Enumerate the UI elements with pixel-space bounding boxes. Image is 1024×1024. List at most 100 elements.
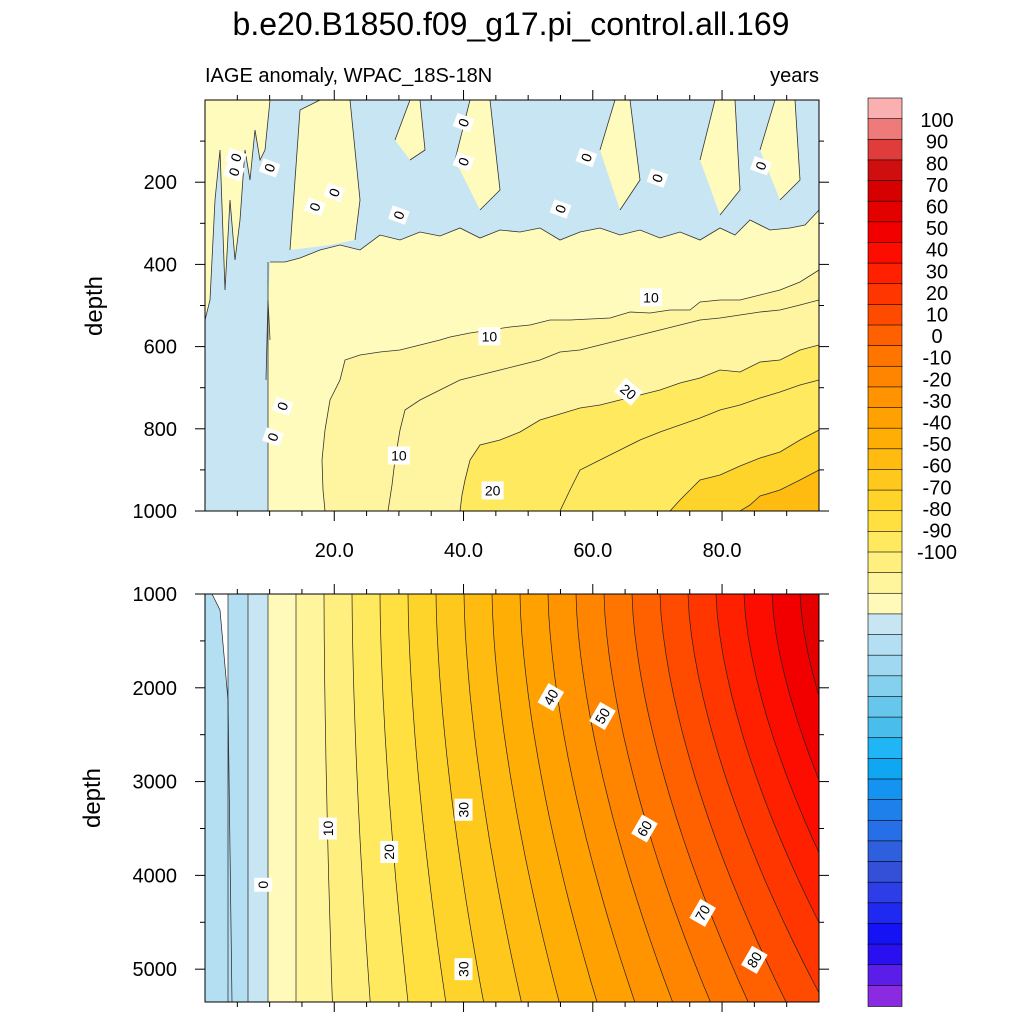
colorbar-label: 30 xyxy=(926,261,948,283)
upper-positive-patch-4 xyxy=(700,100,740,215)
contour-label-box xyxy=(323,182,346,203)
colorbar-swatch xyxy=(867,118,903,141)
contour-label: 80 xyxy=(741,945,768,974)
colorbar-label: -90 xyxy=(923,521,952,543)
colorbar-swatch xyxy=(867,262,903,285)
contour-label-box xyxy=(589,701,616,730)
contour-label: 0 xyxy=(304,197,326,217)
upper-positive-patch-1 xyxy=(290,100,360,250)
colorbar-label: -10 xyxy=(923,348,952,370)
lower-contour-labels: 40 50 30 10 20 60 0 70 80 30 xyxy=(254,683,768,981)
colorbar-label: 80 xyxy=(926,153,948,175)
lower-contour-line xyxy=(519,594,598,1002)
contour-label-box xyxy=(262,427,284,447)
contour-label: 10 xyxy=(478,327,501,346)
contour-label-text: 10 xyxy=(320,820,336,836)
subtitle-left: IAGE anomaly, WPAC_18S-18N xyxy=(205,65,492,87)
colorbar-swatch xyxy=(867,97,903,120)
colorbar-swatch xyxy=(867,345,903,368)
lower-frame xyxy=(204,593,820,1003)
contour-label-box xyxy=(549,199,572,219)
lower-contour-bands xyxy=(205,594,819,1002)
contour-label: 0 xyxy=(452,151,475,172)
colorbar-swatch xyxy=(867,489,903,512)
colorbar-swatch xyxy=(867,716,903,739)
colorbar-label: -100 xyxy=(917,542,957,564)
contour-label-box xyxy=(689,898,716,927)
lower-y-ticks: 1000 2000 3000 4000 5000 xyxy=(133,584,829,981)
y-tick-label: 1000 xyxy=(133,501,178,523)
contour-label-box xyxy=(225,147,247,168)
colorbar-swatch xyxy=(867,592,903,615)
lower-contour-line xyxy=(463,594,522,1002)
contour-label-box xyxy=(454,798,473,821)
lower-contour-line xyxy=(575,594,673,1002)
lower-contour-line xyxy=(547,594,636,1002)
colorbar-swatch xyxy=(867,531,903,553)
y-tick-label: 600 xyxy=(144,337,177,359)
contour-label: 30 xyxy=(454,958,473,981)
lower-contour-line xyxy=(771,594,819,781)
contour-label: 0 xyxy=(258,158,281,178)
contour-label-box xyxy=(452,151,475,172)
colorbar-swatch xyxy=(867,819,903,842)
lower-contour-line xyxy=(491,594,560,1002)
colorbar-label: -60 xyxy=(923,456,952,478)
colorbar-label: 100 xyxy=(920,110,953,132)
contour-label-text: 60 xyxy=(634,818,656,840)
colorbar-swatch xyxy=(867,386,903,409)
colorbar-label: 70 xyxy=(926,175,948,197)
contour-label-text: 80 xyxy=(744,949,766,971)
contour-label: 0 xyxy=(262,427,284,447)
contour-label-box xyxy=(614,377,643,406)
contour-label-box xyxy=(639,288,662,307)
colorbar-swatch xyxy=(867,985,903,1007)
contour-label: 20 xyxy=(481,481,504,500)
colorbar-swatch xyxy=(867,840,903,863)
contour-label-box xyxy=(741,945,768,974)
contour-label-box xyxy=(646,168,669,188)
colorbar-label: 0 xyxy=(931,326,942,348)
contour-label-box xyxy=(304,197,326,217)
x-tick-label: 20.0 xyxy=(315,540,354,562)
lower-contour-line xyxy=(379,594,409,1002)
contour-label-text: 40 xyxy=(540,686,562,708)
contour-label-box xyxy=(478,327,501,346)
contour-label-box xyxy=(631,814,658,843)
contour-label: 50 xyxy=(589,701,616,730)
lower-contour-line xyxy=(799,594,819,698)
contour-label: 0 xyxy=(323,182,346,203)
contour-label-box xyxy=(452,112,475,133)
contour-label-text: 20 xyxy=(485,482,501,498)
colorbar-label: -30 xyxy=(923,391,952,413)
contour-label-box xyxy=(387,446,410,465)
colorbar-swatch xyxy=(867,572,903,595)
upper-positive-patch-5 xyxy=(760,100,800,200)
contour-label-text: 10 xyxy=(643,289,659,305)
colorbar-swatch xyxy=(867,469,903,491)
chart-title: b.e20.B1850.f09_g17.pi_control.all.169 xyxy=(233,6,790,42)
colorbar-label: -20 xyxy=(923,369,952,391)
contour-label: 0 xyxy=(646,168,669,188)
contour-label-text: 20 xyxy=(381,844,397,860)
contour-label-box xyxy=(481,481,504,500)
upper-x-ticks: 20.0 40.0 60.0 80.0 xyxy=(236,90,788,562)
upper-ylabel: depth xyxy=(81,276,108,336)
colorbar-swatch xyxy=(867,943,903,966)
colorbar-label: 40 xyxy=(926,240,948,262)
contour-label-box xyxy=(380,840,399,863)
colorbar-swatch xyxy=(867,902,903,925)
colorbar-swatch xyxy=(867,180,903,202)
contour-label-text: 50 xyxy=(592,705,614,727)
upper-contour-lines xyxy=(205,100,819,511)
lower-contour-line xyxy=(603,594,711,1002)
colorbar-swatch xyxy=(867,159,903,182)
contour-label-text: 70 xyxy=(692,902,714,924)
lower-contour-lines xyxy=(211,594,819,1002)
contour-label-box xyxy=(258,158,281,178)
contour-label: 10 xyxy=(387,446,410,465)
colorbar-swatch xyxy=(867,551,903,574)
colorbar-swatch xyxy=(867,613,903,636)
colorbar-swatch xyxy=(867,324,903,347)
